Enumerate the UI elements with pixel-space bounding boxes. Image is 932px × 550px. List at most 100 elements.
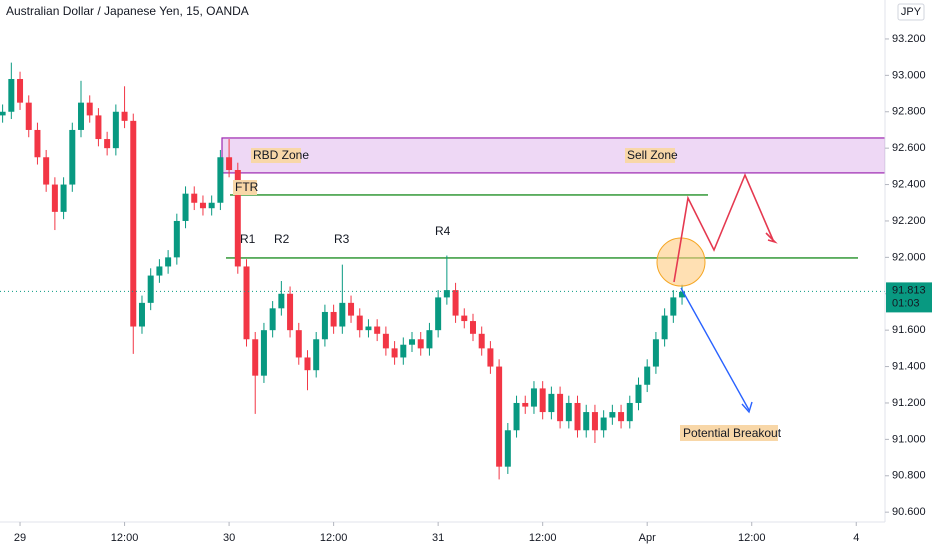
candle-body: [60, 184, 67, 212]
candle-body: [452, 290, 459, 316]
candle-body: [591, 412, 598, 431]
candle-body: [539, 388, 546, 413]
candle-body: [191, 193, 198, 203]
resistance-label: R2: [274, 232, 290, 246]
breakout-arrow: [741, 401, 753, 414]
candle-body: [522, 402, 529, 407]
countdown: 01:03: [892, 297, 920, 309]
y-tick-label: 92.800: [892, 106, 926, 118]
candle-body: [130, 120, 137, 327]
candle-body: [51, 184, 58, 212]
currency: JPY: [901, 6, 922, 18]
y-tick-label: 90.800: [892, 470, 926, 482]
sell-arrow: [765, 232, 778, 244]
y-tick-label: 92.600: [892, 142, 926, 154]
y-tick-label: 91.600: [892, 324, 926, 336]
candle-body: [287, 293, 294, 331]
candle-body: [426, 330, 433, 349]
candle-body: [269, 308, 276, 331]
candle-body: [565, 402, 572, 422]
y-tick-label: 91.200: [892, 397, 926, 409]
y-tick-label: 92.000: [892, 251, 926, 263]
candle-body: [652, 339, 659, 367]
y-tick-label: 90.600: [892, 506, 926, 518]
breakout-label: Potential Breakout: [683, 426, 782, 440]
label-bg: [233, 180, 257, 195]
candle-body: [417, 339, 424, 349]
currency-box[interactable]: [897, 3, 925, 21]
candle-body: [173, 220, 180, 258]
y-tick-label: 92.200: [892, 215, 926, 227]
candle-body: [260, 330, 267, 376]
candle-body: [208, 202, 215, 209]
candle-body: [530, 388, 537, 407]
label-bg: [625, 148, 675, 163]
candle-body: [635, 384, 642, 403]
candle-body: [600, 417, 607, 431]
candle-body: [609, 412, 616, 418]
candle-body: [504, 430, 511, 467]
candle-body: [670, 297, 677, 316]
candle-body: [618, 412, 625, 422]
time-axis: [0, 522, 885, 550]
resistance-label: R4: [435, 224, 451, 238]
x-tick-label: 12:00: [529, 532, 557, 544]
candle-body: [165, 257, 172, 267]
x-tick-label: 12:00: [320, 532, 348, 544]
x-tick-label: Apr: [639, 532, 656, 544]
y-tick-label: 93.000: [892, 69, 926, 81]
candle-body: [17, 78, 24, 103]
candle-body: [321, 311, 328, 340]
candle-body: [156, 266, 163, 276]
candle-body: [199, 202, 206, 209]
label-bg: [251, 148, 301, 163]
ftr-label: FTR: [235, 180, 259, 194]
candle-body: [43, 157, 50, 185]
candle-body: [374, 326, 381, 334]
candle-body: [0, 111, 6, 116]
candle-body: [469, 321, 476, 334]
candle-body: [78, 102, 85, 130]
candle-body: [104, 139, 111, 149]
candle-body: [574, 402, 581, 431]
candle-body: [382, 333, 389, 349]
x-tick-label: 30: [223, 532, 235, 544]
candle-body: [182, 193, 189, 221]
candle-body: [661, 315, 668, 340]
candle-body: [626, 402, 633, 422]
chart-title: Australian Dollar / Japanese Yen, 15, OA…: [6, 4, 249, 18]
candle-body: [400, 344, 407, 358]
candle-body: [86, 102, 93, 116]
x-tick-label: 29: [14, 532, 26, 544]
candle-body: [679, 291, 686, 298]
resistance-label: R3: [334, 232, 350, 246]
candle-body: [330, 311, 337, 327]
candle-body: [644, 366, 651, 385]
x-tick-label: 12:00: [111, 532, 139, 544]
candle-body: [339, 302, 346, 327]
candle-body: [487, 348, 494, 367]
candle-body: [583, 412, 590, 431]
candle-body: [304, 357, 311, 371]
candle-body: [243, 266, 250, 340]
candle-body: [234, 169, 241, 267]
candle-body: [112, 111, 119, 149]
candle-body: [295, 330, 302, 358]
y-tick-label: 92.400: [892, 178, 926, 190]
resistance-label: R1: [240, 232, 256, 246]
candle-body: [226, 157, 233, 170]
candle-body: [443, 290, 450, 298]
zone-label: Sell Zone: [627, 148, 678, 162]
sell-zone: [221, 137, 886, 174]
candle-body: [365, 326, 372, 331]
candle-body: [461, 315, 468, 322]
candle-body: [409, 339, 416, 345]
x-tick-label: 31: [432, 532, 444, 544]
sell-path: [673, 172, 774, 283]
label-bg: [680, 425, 778, 441]
price-tag-label: 91.813: [892, 284, 926, 296]
candle-body: [356, 315, 363, 331]
candle-body: [8, 78, 15, 112]
